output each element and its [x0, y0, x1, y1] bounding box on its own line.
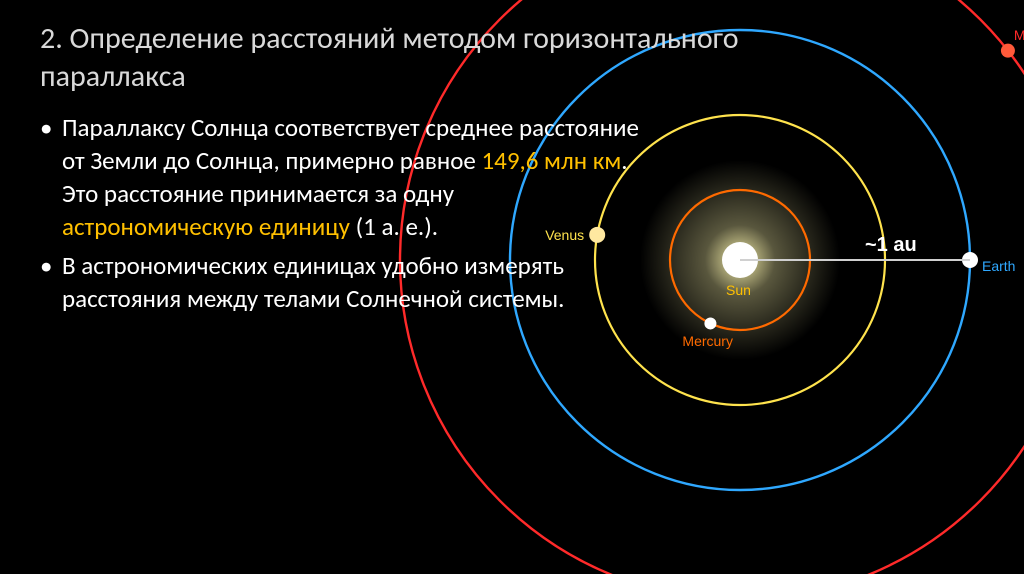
- slide-title: 2. Определение расстояний методом горизо…: [40, 20, 780, 95]
- text-segment: (1 а. е.).: [350, 211, 438, 242]
- bullet-list: Параллаксу Солнца соответствует среднее …: [40, 111, 650, 315]
- slide: MercuryVenusEarthMarsSun~1 au 2. Определ…: [0, 0, 1024, 574]
- text-segment: астрономическую единицу: [62, 211, 350, 242]
- bullet-item: Параллаксу Солнца соответствует среднее …: [40, 111, 650, 243]
- text-layer: 2. Определение расстояний методом горизо…: [0, 0, 1024, 574]
- text-segment: 149,6 млн км: [481, 145, 621, 176]
- text-segment: В астрономических единицах удобно измеря…: [62, 250, 564, 314]
- bullet-item: В астрономических единицах удобно измеря…: [40, 249, 650, 315]
